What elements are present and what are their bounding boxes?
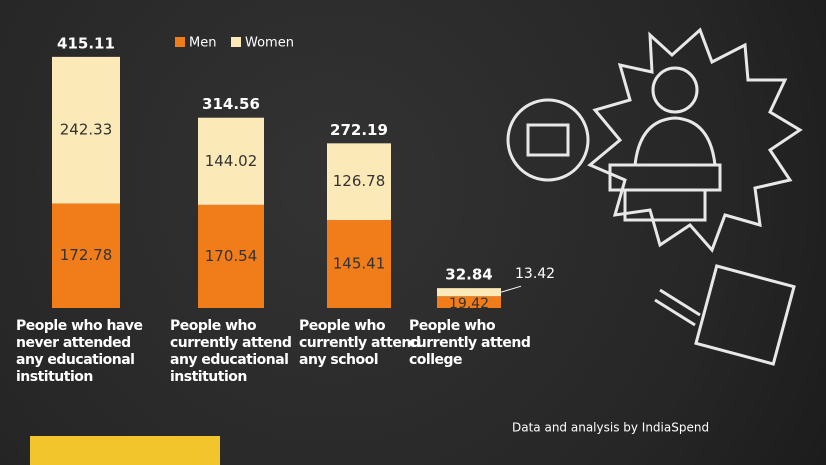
source-note: Data and analysis by IndiaSpend: [512, 421, 709, 435]
category-label: People who currently attend any educatio…: [170, 318, 292, 385]
legend-swatch: [231, 37, 241, 47]
total-label: 32.84: [445, 266, 492, 284]
value-label: 19.42: [449, 296, 489, 312]
bar-segment: [327, 143, 391, 221]
value-label: 145.41: [333, 255, 386, 273]
value-label: 13.42: [515, 266, 555, 282]
value-label: 172.78: [60, 246, 113, 264]
category-label: People who currently attend college: [409, 318, 531, 368]
legend-label: Men: [189, 36, 216, 51]
bar-segment: [437, 296, 501, 308]
value-label: 144.02: [205, 152, 258, 170]
total-label: 415.11: [57, 34, 115, 52]
total-label: 272.19: [330, 121, 388, 139]
category-label: People who have never attended any educa…: [16, 318, 143, 385]
bar-segment: [52, 203, 120, 308]
bar-segment: [198, 204, 264, 308]
value-label: 242.33: [60, 121, 113, 139]
legend-swatch: [175, 37, 185, 47]
total-label: 314.56: [202, 95, 260, 113]
decor-strip: [30, 436, 220, 465]
value-label: 170.54: [205, 247, 258, 265]
bar-segment: [327, 220, 391, 308]
chalk-drawing: [506, 27, 803, 366]
legend-label: Women: [245, 36, 294, 51]
leader-line: [500, 285, 522, 293]
bar-segment: [437, 288, 501, 297]
category-label: People who currently attend any school: [299, 318, 421, 368]
value-label: 126.78: [333, 172, 386, 190]
bar-segment: [198, 117, 264, 205]
bar-segment: [52, 56, 120, 204]
